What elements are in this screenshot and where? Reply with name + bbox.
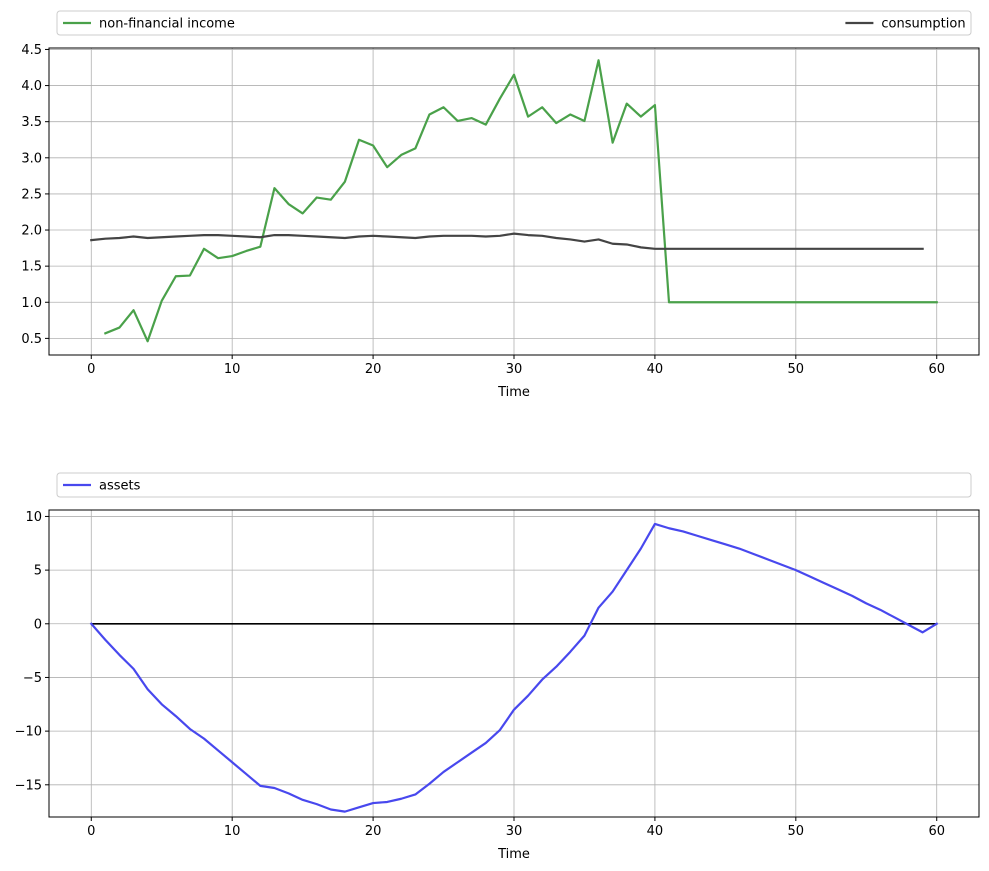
y-tick-label: 0.5 (21, 332, 42, 347)
y-tick-label: 2.0 (21, 224, 42, 239)
y-tick-label: 10 (25, 510, 42, 525)
y-tick-label: −15 (15, 778, 42, 793)
series-line-assets (89, 522, 939, 813)
y-tick-label: 3.5 (21, 115, 42, 130)
x-tick-label: 50 (788, 362, 805, 377)
legend-label: consumption (881, 17, 965, 32)
y-tick-label: 1.5 (21, 260, 42, 275)
y-tick-label: 0 (34, 617, 42, 632)
legend-frame (56, 472, 972, 498)
legend: assets (56, 472, 972, 498)
x-axis-label: Time (497, 385, 530, 400)
legend-label: non-financial income (99, 17, 235, 32)
x-tick-label: 10 (224, 824, 241, 839)
x-tick-label: 10 (224, 362, 241, 377)
series-line-non-financial-income (103, 59, 938, 343)
x-tick-label: 20 (365, 362, 382, 377)
x-tick-label: 0 (87, 824, 95, 839)
legend: non-financial income consumption (56, 10, 972, 36)
y-tick-label: 2.5 (21, 187, 42, 202)
legend-frame (56, 10, 972, 36)
series-line-consumption (90, 232, 924, 250)
x-tick-label: 40 (647, 824, 664, 839)
chart-panel-1: 0 10 20 30 40 50 60 0.5 1.0 1.5 2.0 2.5 3.0 3.5 4.0 4.5… (21, 10, 980, 400)
x-tick-label: 50 (788, 824, 805, 839)
legend-label: assets (99, 479, 141, 494)
x-tick-label: 60 (928, 824, 945, 839)
x-tick-label: 0 (87, 362, 95, 377)
x-axis-label: Time (497, 847, 530, 862)
y-tick-label: 4.5 (21, 43, 42, 58)
x-tick-label: 30 (506, 362, 523, 377)
x-tick-label: 30 (506, 824, 523, 839)
x-tick-label: 60 (928, 362, 945, 377)
x-tick-label: 40 (647, 362, 664, 377)
y-tick-label: 3.0 (21, 151, 42, 166)
y-tick-label: −10 (15, 725, 42, 740)
x-tick-label: 20 (365, 824, 382, 839)
y-tick-label: −5 (23, 671, 42, 686)
y-tick-label: 1.0 (21, 296, 42, 311)
y-tick-label: 4.0 (21, 79, 42, 94)
chart-panel-2: 0 10 20 30 40 50 60 −15 −10 −5 0 5 10 Time assets (15, 472, 980, 862)
y-tick-label: 5 (34, 564, 42, 579)
